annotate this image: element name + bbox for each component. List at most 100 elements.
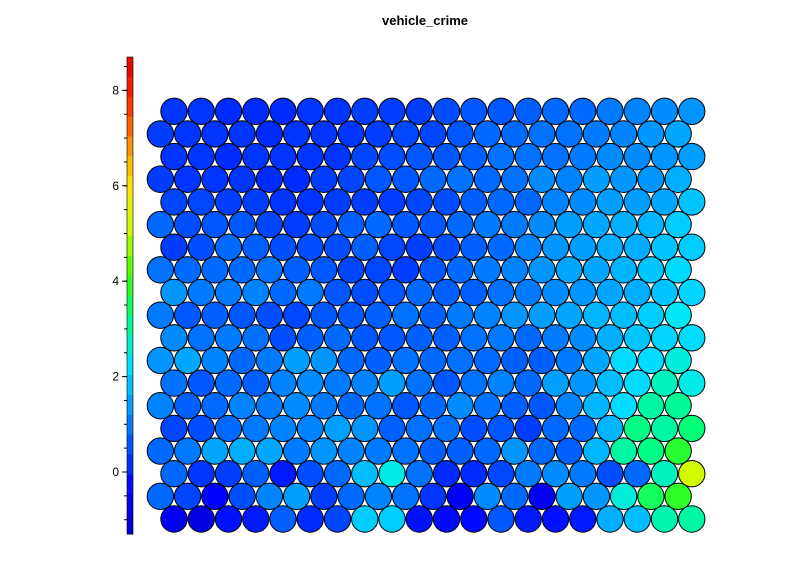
- heatmap-cell: [528, 301, 556, 329]
- heatmap-cell: [201, 210, 229, 239]
- heatmap-cell: [419, 392, 447, 420]
- heatmap-cell: [391, 120, 420, 148]
- heatmap-cell: [500, 301, 529, 329]
- heatmap-cell: [310, 210, 338, 239]
- heatmap-cell: [255, 301, 284, 329]
- heatmap-cell: [487, 369, 515, 397]
- heatmap-cell: [623, 324, 651, 352]
- heatmap-cell: [296, 278, 324, 307]
- colorbar-segment: [127, 235, 133, 257]
- heatmap-cell: [596, 97, 624, 126]
- colorbar-segment: [127, 474, 133, 495]
- heatmap-cell: [446, 120, 474, 148]
- heatmap-cell: [487, 505, 515, 533]
- heatmap-cell: [569, 233, 597, 261]
- heatmap-cell: [528, 165, 556, 193]
- heatmap-cell: [323, 278, 352, 307]
- heatmap-cell: [623, 460, 651, 488]
- heatmap-cell: [173, 301, 202, 329]
- heatmap-cell: [596, 324, 624, 352]
- heatmap-cell: [528, 437, 556, 465]
- heatmap-cell: [391, 256, 420, 284]
- heatmap-cell: [555, 346, 583, 375]
- heatmap-cell: [146, 346, 175, 375]
- heatmap-cell: [569, 414, 597, 443]
- heatmap-cell: [282, 120, 311, 148]
- heatmap-cell: [242, 278, 270, 307]
- heatmap-cell: [269, 142, 297, 171]
- heatmap-cell: [242, 324, 270, 352]
- colorbar-segment: [127, 355, 133, 376]
- heatmap-cell: [623, 278, 651, 307]
- heatmap-cell: [528, 346, 556, 375]
- heatmap-cell: [569, 97, 597, 126]
- heatmap-cell: [282, 482, 311, 511]
- heatmap-cell: [214, 278, 243, 307]
- heatmap-cell: [487, 460, 515, 488]
- heatmap-cell: [432, 233, 461, 261]
- heatmap-cell: [351, 414, 379, 443]
- heatmap-cell: [473, 392, 502, 420]
- heatmap-cell: [596, 460, 624, 488]
- heatmap-cell: [609, 392, 638, 420]
- heatmap-cell: [473, 482, 502, 511]
- heatmap-cell: [487, 97, 515, 126]
- heatmap-cell: [282, 165, 311, 193]
- heatmap-cell: [541, 414, 570, 443]
- heatmap-cell: [391, 210, 420, 239]
- heatmap-cell: [419, 256, 447, 284]
- heatmap-cell: [637, 165, 665, 193]
- heatmap-cell: [405, 369, 433, 397]
- heatmap-cell: [364, 437, 393, 465]
- heatmap-cell: [514, 278, 542, 307]
- heatmap-cell: [378, 505, 406, 533]
- heatmap-cell: [596, 505, 624, 533]
- heatmap-cell: [337, 437, 365, 465]
- heatmap-cell: [228, 346, 256, 375]
- heatmap-cell: [419, 301, 447, 329]
- heatmap-cell: [255, 120, 284, 148]
- heatmap-cell: [351, 278, 379, 307]
- heatmap-cell: [500, 482, 529, 511]
- heatmap-cell: [228, 301, 256, 329]
- heatmap-cell: [228, 210, 256, 239]
- heatmap-cell: [269, 369, 297, 397]
- heatmap-cell: [391, 301, 420, 329]
- heatmap-cell: [446, 482, 474, 511]
- heatmap-cell: [555, 392, 583, 420]
- heatmap-cell: [310, 392, 338, 420]
- heatmap-cell: [323, 460, 352, 488]
- heatmap-cell: [282, 210, 311, 239]
- heatmap-cell: [310, 346, 338, 375]
- heatmap-cell: [187, 97, 215, 126]
- heatmap-cell: [664, 256, 692, 284]
- colorbar-segment: [127, 295, 133, 316]
- colorbar-segment: [127, 76, 133, 98]
- heatmap-cell: [255, 392, 284, 420]
- heatmap-cell: [337, 346, 365, 375]
- heatmap-cell: [255, 165, 284, 193]
- heatmap-cell: [650, 233, 679, 261]
- heatmap-cell: [637, 256, 665, 284]
- heatmap-cell: [201, 165, 229, 193]
- heatmap-cell: [487, 188, 515, 216]
- heatmap-cell: [214, 233, 243, 261]
- heatmap-cell: [541, 188, 570, 216]
- heatmap-cell: [487, 142, 515, 171]
- heatmap-cell: [637, 210, 665, 239]
- heatmap-cell: [378, 460, 406, 488]
- heatmap-cell: [609, 482, 638, 511]
- heatmap-cell: [678, 142, 706, 171]
- heatmap-cell: [432, 505, 461, 533]
- heatmap-cell: [419, 165, 447, 193]
- heatmap-cell: [678, 505, 706, 533]
- heatmap-cell: [555, 120, 583, 148]
- heatmap-cell: [678, 369, 706, 397]
- heatmap-cell: [514, 414, 542, 443]
- heatmap-cell: [555, 482, 583, 511]
- heatmap-cell: [337, 482, 365, 511]
- heatmap-cell: [514, 505, 542, 533]
- heatmap-cell: [432, 460, 461, 488]
- heatmap-cell: [214, 324, 243, 352]
- heatmap-cell: [555, 210, 583, 239]
